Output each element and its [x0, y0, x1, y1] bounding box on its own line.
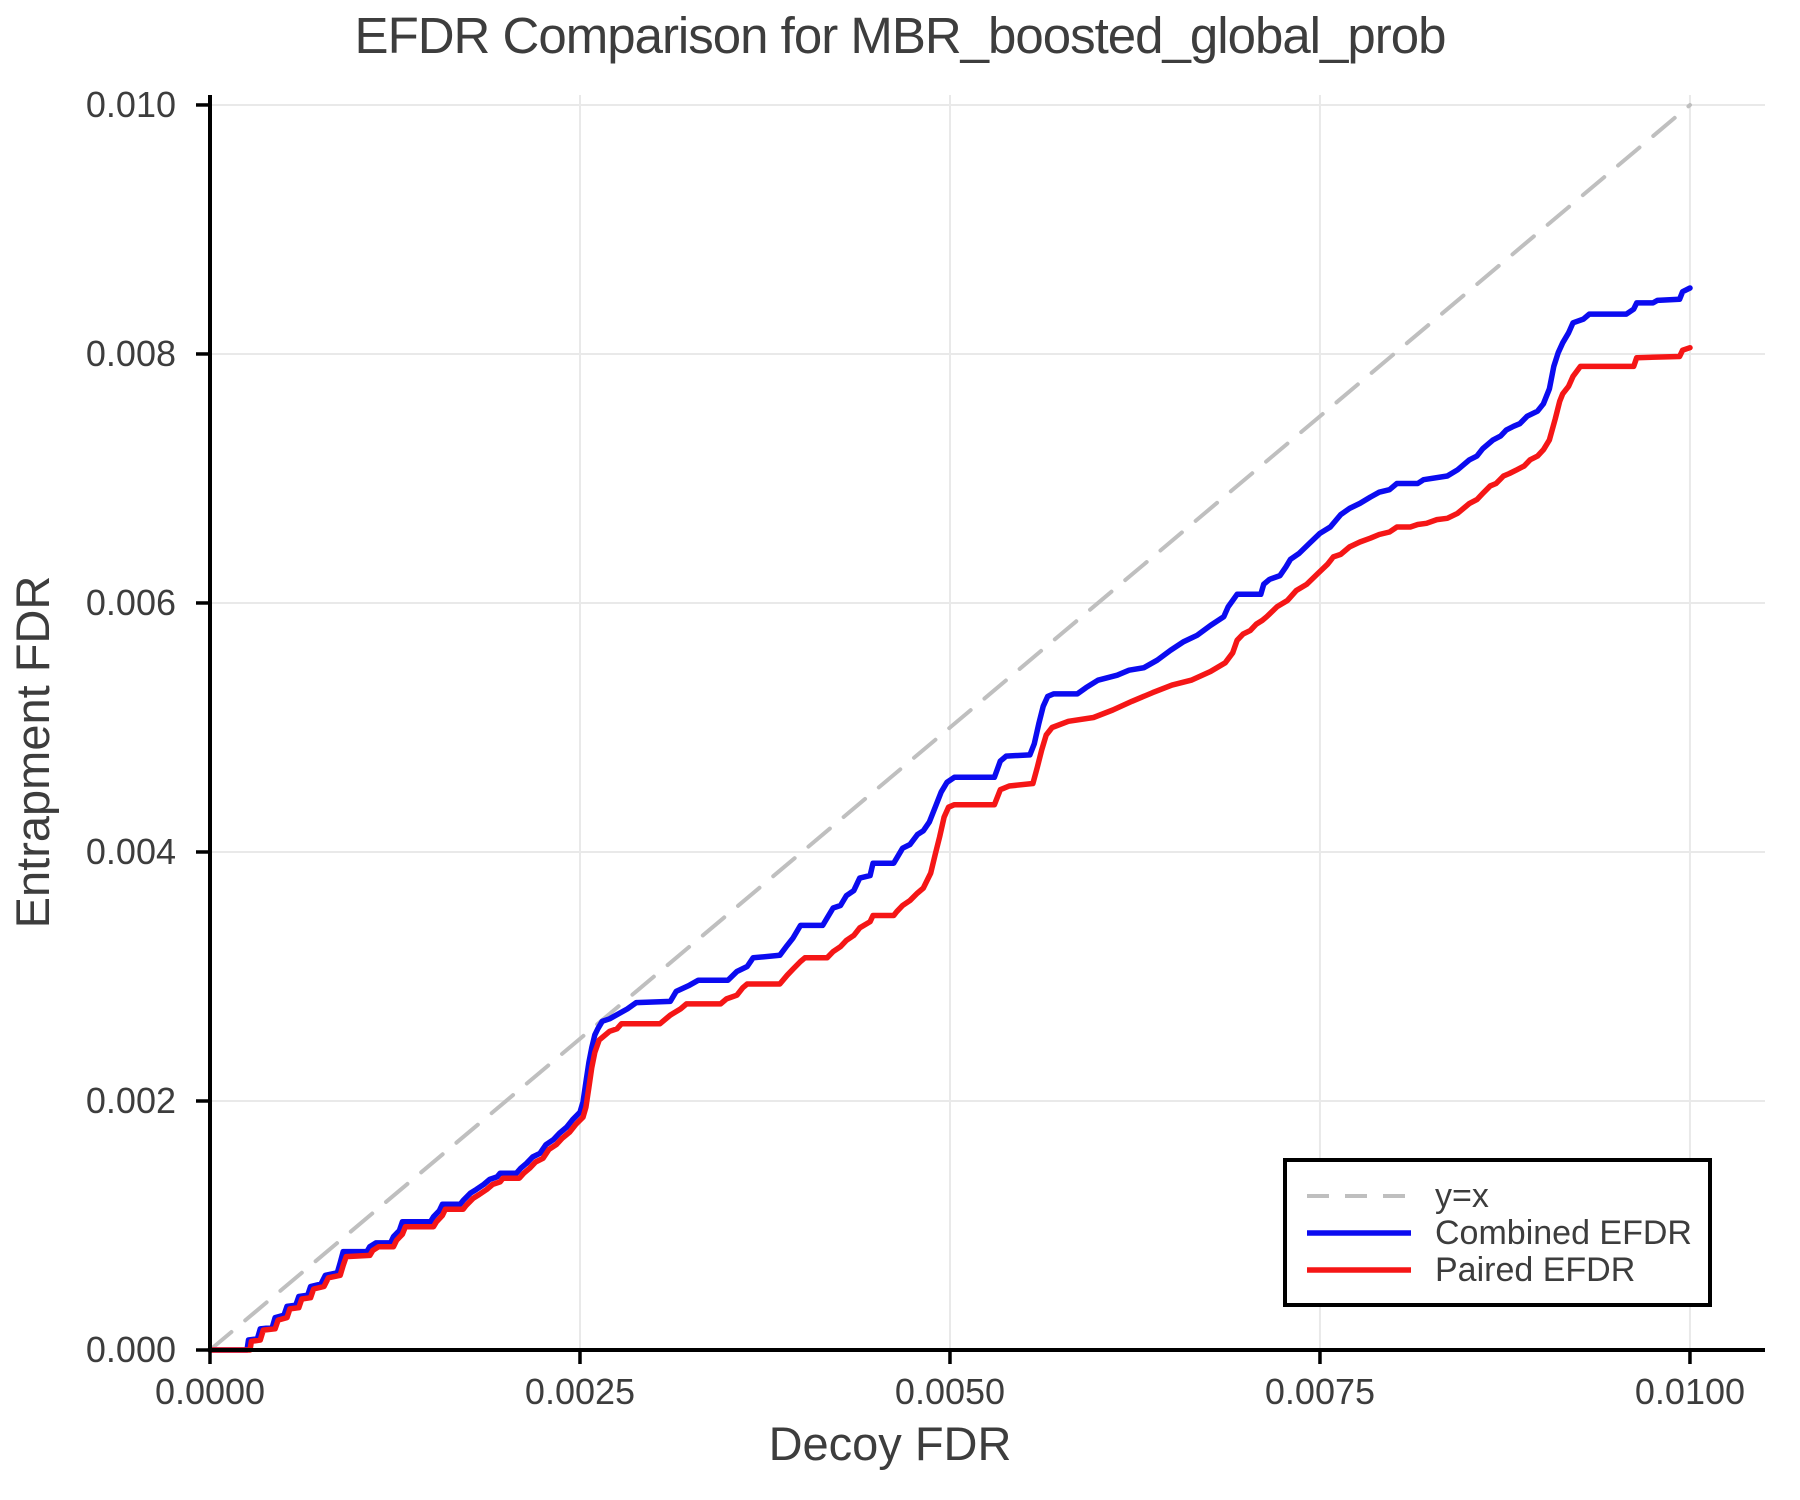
legend-item-paired-efdr: Paired EFDR — [1305, 1251, 1708, 1288]
x-tick-label-0.0050: 0.0050 — [895, 1371, 1005, 1412]
legend-label: Paired EFDR — [1435, 1250, 1636, 1289]
series-line-combined-efdr — [207, 285, 1693, 1353]
legend-label: y=x — [1435, 1176, 1489, 1215]
y-tick-label-0.006: 0.006 — [86, 582, 176, 623]
x-axis-label: Decoy FDR — [768, 1417, 1012, 1470]
legend-label: Combined EFDR — [1435, 1213, 1692, 1252]
legend-item-y-x: y=x — [1305, 1177, 1708, 1214]
series-line-paired-efdr — [207, 344, 1693, 1353]
legend: y=x Combined EFDR Paired EFDR — [1283, 1158, 1712, 1307]
series-line-y-x — [208, 103, 1692, 1352]
chart-title: EFDR Comparison for MBR_boosted_global_p… — [354, 7, 1447, 64]
x-tick-label-0.0025: 0.0025 — [525, 1371, 635, 1412]
legend-swatch-line — [1307, 1193, 1411, 1198]
legend-swatch-line — [1307, 1229, 1411, 1236]
x-tick-label-0.0075: 0.0075 — [1265, 1371, 1375, 1412]
x-tick-label-0.0000: 0.0000 — [155, 1371, 265, 1412]
legend-item-combined-efdr: Combined EFDR — [1305, 1214, 1708, 1251]
y-tick-label-0.004: 0.004 — [86, 831, 176, 872]
y-tick-label-0.002: 0.002 — [86, 1080, 176, 1121]
legend-swatch-line — [1307, 1266, 1411, 1273]
y-tick-label-0.000: 0.000 — [86, 1329, 176, 1370]
x-tick-label-0.0100: 0.0100 — [1635, 1371, 1745, 1412]
y-tick-label-0.008: 0.008 — [86, 333, 176, 374]
y-axis-label: Entrapment FDR — [6, 575, 59, 929]
y-tick-label-0.010: 0.010 — [86, 84, 176, 125]
